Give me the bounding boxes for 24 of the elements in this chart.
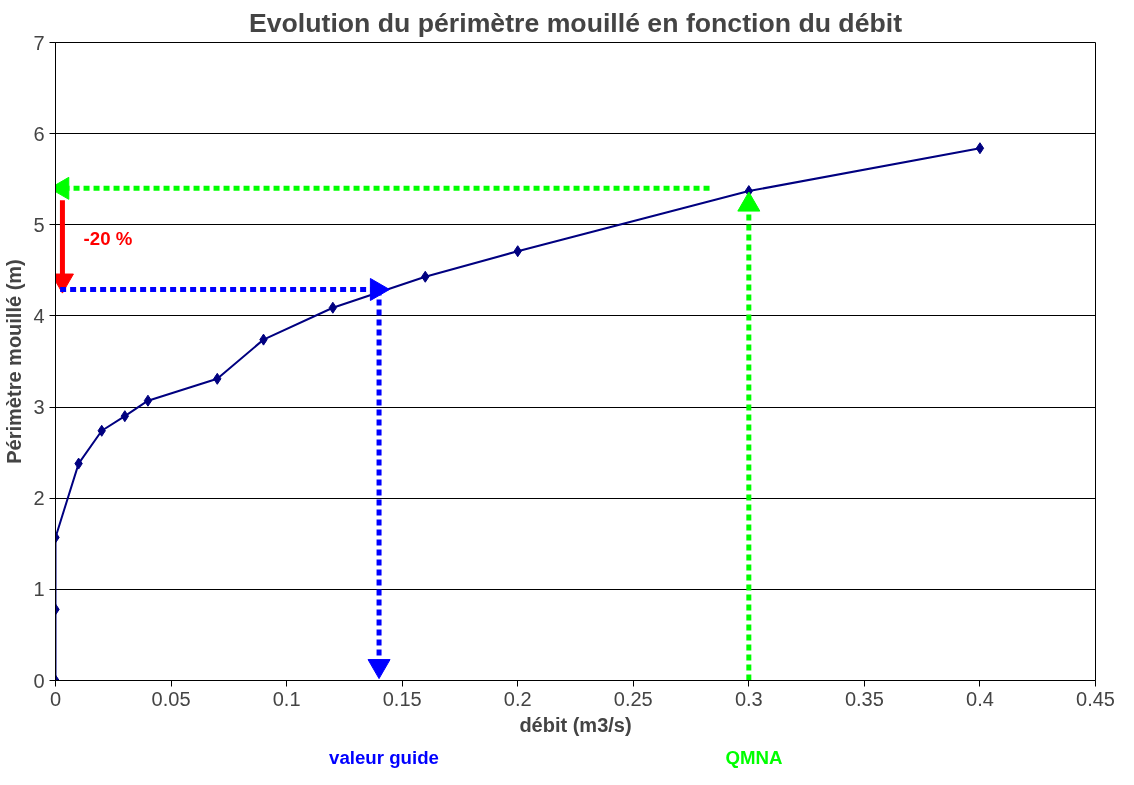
x-tick-label: 0.05 — [151, 687, 191, 710]
annotation: -20 % — [83, 227, 133, 249]
x-axis-title: débit (m3/s) — [519, 713, 632, 736]
x-tick-label: 0.35 — [844, 687, 884, 710]
y-axis-title: Périmètre mouillé (m) — [3, 259, 26, 464]
text: QMNA — [725, 746, 783, 770]
x-tick-label: 0.45 — [1076, 687, 1115, 710]
x-tick-label: 0 — [49, 687, 62, 710]
y-tick-label: 2 — [33, 487, 45, 510]
x-tick-label: 0.1 — [272, 687, 301, 710]
text: valeur guide — [329, 746, 439, 770]
y-tick-label: 0 — [33, 669, 45, 692]
x-tick-label: 0.2 — [503, 687, 532, 710]
y-tick-label: 7 — [33, 31, 45, 54]
chart-title: Evolution du périmètre mouillé en fonction du débit — [248, 7, 903, 38]
y-tick-label: 3 — [33, 396, 45, 419]
y-tick-label: 5 — [33, 213, 45, 236]
y-tick-label: 6 — [33, 122, 45, 145]
x-tick-label: 0.25 — [613, 687, 653, 710]
x-tick-label: 0.15 — [382, 687, 422, 710]
x-tick-label: 0.3 — [734, 687, 763, 710]
y-tick-label: 1 — [33, 578, 45, 601]
y-tick-label: 4 — [33, 304, 45, 327]
x-tick-label: 0.4 — [966, 687, 994, 710]
